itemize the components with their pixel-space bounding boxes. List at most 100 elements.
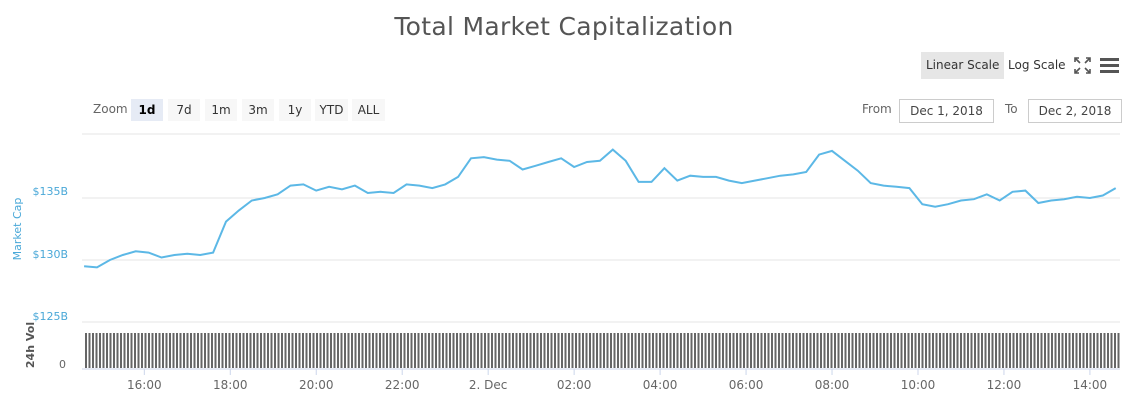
volume-bar (298, 333, 301, 368)
zoom-label: Zoom (93, 102, 128, 116)
volume-bar (407, 333, 409, 368)
volume-bar (540, 333, 542, 368)
volume-bar (284, 333, 287, 368)
volume-bar (1009, 333, 1011, 368)
volume-bar (417, 333, 420, 368)
zoom-7d-button[interactable]: 7d (168, 99, 200, 121)
volume-bar (613, 333, 616, 368)
zoom-3m-button[interactable]: 3m (242, 99, 274, 121)
zoom-1y-button[interactable]: 1y (279, 99, 311, 121)
volume-bar (291, 333, 294, 368)
log-scale-button[interactable]: Log Scale (1008, 58, 1066, 72)
volume-bar (806, 333, 808, 368)
volume-bar (463, 333, 465, 368)
volume-bar (711, 333, 714, 368)
volume-bar (1019, 333, 1022, 368)
volume-bar (158, 333, 161, 368)
volume-bar (326, 333, 329, 368)
volume-bar (543, 333, 546, 368)
volume-bar (449, 333, 451, 368)
volume-bar (652, 333, 654, 368)
volume-bar (225, 333, 227, 368)
volume-bar (477, 333, 479, 368)
volume-bar (200, 333, 203, 368)
volume-bar (141, 333, 143, 368)
volume-bar (781, 333, 784, 368)
volume-bar (424, 333, 427, 368)
volume-bar (683, 333, 686, 368)
volume-bar (680, 333, 682, 368)
volume-bar (991, 333, 994, 368)
volume-bar (312, 333, 315, 368)
volume-bar (1100, 333, 1102, 368)
volume-bar (134, 333, 136, 368)
volume-bar (218, 333, 220, 368)
volume-bar (484, 333, 486, 368)
x-tick-label: 08:00 (815, 378, 850, 392)
volume-bar (1061, 333, 1064, 368)
volume-bar (1058, 333, 1060, 368)
volume-bar (918, 333, 920, 368)
volume-axis-title: 24h Vol (24, 322, 37, 368)
volume-bar (837, 333, 840, 368)
volume-bar (120, 333, 122, 368)
volume-bar (757, 333, 759, 368)
volume-bar (491, 333, 493, 368)
linear-scale-button[interactable]: Linear Scale (921, 52, 1005, 79)
x-tick-label: 12:00 (987, 378, 1022, 392)
zoom-all-button[interactable]: ALL (352, 99, 385, 121)
zoom-ytd-button[interactable]: YTD (315, 99, 348, 121)
volume-bar (568, 333, 570, 368)
volume-bar (190, 333, 192, 368)
volume-bar (722, 333, 724, 368)
x-tick-label: 18:00 (213, 378, 248, 392)
volume-bar (165, 333, 168, 368)
volume-bar (1047, 333, 1050, 368)
volume-bar (214, 333, 217, 368)
volume-bar (414, 333, 416, 368)
volume-bar (1079, 333, 1081, 368)
volume-bar (645, 333, 647, 368)
volume-bar (151, 333, 154, 368)
volume-bar (155, 333, 157, 368)
x-tick-label: 16:00 (127, 378, 162, 392)
volume-bar (389, 333, 392, 368)
volume-bar (746, 333, 749, 368)
volume-bar (473, 333, 476, 368)
volume-bar (536, 333, 539, 368)
volume-bar (1089, 333, 1092, 368)
from-date-input[interactable]: Dec 1, 2018 (899, 99, 994, 123)
volume-bar (428, 333, 430, 368)
volume-bar (739, 333, 742, 368)
volume-bar (627, 333, 630, 368)
volume-bar (753, 333, 756, 368)
volume-bar (750, 333, 752, 368)
volume-bar (330, 333, 332, 368)
volume-bar (466, 333, 469, 368)
volume-bar (977, 333, 980, 368)
volume-bar (347, 333, 350, 368)
volume-bar (886, 333, 889, 368)
fullscreen-icon[interactable] (1074, 57, 1091, 78)
volume-bar (211, 333, 213, 368)
x-tick-label: 2. Dec (469, 378, 507, 392)
volume-bar (281, 333, 283, 368)
volume-bar (519, 333, 521, 368)
volume-bar (88, 333, 91, 368)
volume-bar (704, 333, 707, 368)
volume-bar (813, 333, 815, 368)
zoom-1m-button[interactable]: 1m (205, 99, 237, 121)
volume-bar (732, 333, 735, 368)
volume-bar (235, 333, 238, 368)
volume-bar (526, 333, 528, 368)
volume-bar (725, 333, 728, 368)
hamburger-menu-icon[interactable] (1100, 57, 1119, 78)
zoom-1d-button[interactable]: 1d (131, 99, 163, 121)
volume-bar (603, 333, 605, 368)
volume-bar (288, 333, 290, 368)
volume-bar (375, 333, 378, 368)
to-date-input[interactable]: Dec 2, 2018 (1028, 99, 1122, 123)
volume-bar (921, 333, 924, 368)
volume-bar (928, 333, 931, 368)
y-axis-title: Market Cap (11, 198, 24, 261)
